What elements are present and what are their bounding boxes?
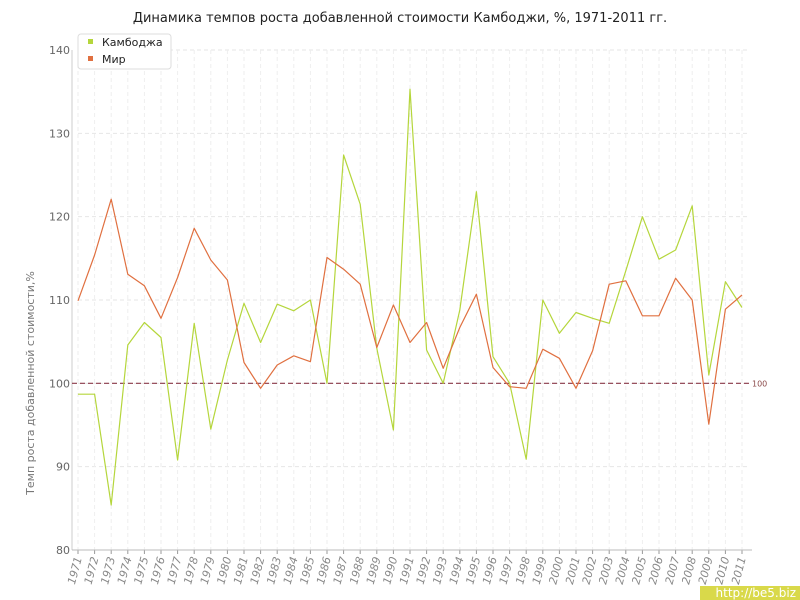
y-tick-label: 110 xyxy=(49,294,70,307)
y-tick-label: 100 xyxy=(49,377,70,390)
y-tick-label: 130 xyxy=(49,127,70,140)
chart-title: Динамика темпов роста добавленной стоимо… xyxy=(133,11,667,26)
x-tick-label: 2011 xyxy=(729,555,749,585)
legend: Камбоджа Мир xyxy=(77,33,172,70)
grid xyxy=(77,49,750,550)
series-line-cambodia xyxy=(78,88,743,506)
series-line-world xyxy=(77,198,743,425)
legend-marker-world xyxy=(88,56,93,61)
y-tick-labels: 80 90 100 110 120 130 140 xyxy=(49,44,70,557)
y-tick-label: 80 xyxy=(56,544,70,557)
reference-line-label: 100 xyxy=(752,379,767,388)
legend-label-cambodia: Камбоджа xyxy=(102,36,163,49)
y-tick-label: 120 xyxy=(49,211,70,224)
watermark-box xyxy=(700,586,800,600)
y-axis-label: Темп роста добавленной стоимости,% xyxy=(24,271,37,496)
watermark-text[interactable]: http://be5.biz xyxy=(715,586,796,600)
legend-marker-cambodia xyxy=(88,39,93,44)
axes xyxy=(71,50,752,554)
x-tick-labels: 1971197219731974197519761977197819791980… xyxy=(65,555,749,585)
legend-box xyxy=(77,33,172,70)
reference-line-group: 100 xyxy=(72,379,767,388)
legend-label-world: Мир xyxy=(102,53,126,66)
y-tick-label: 140 xyxy=(49,44,70,57)
series-lines xyxy=(77,88,743,506)
y-tick-label: 90 xyxy=(56,461,70,474)
